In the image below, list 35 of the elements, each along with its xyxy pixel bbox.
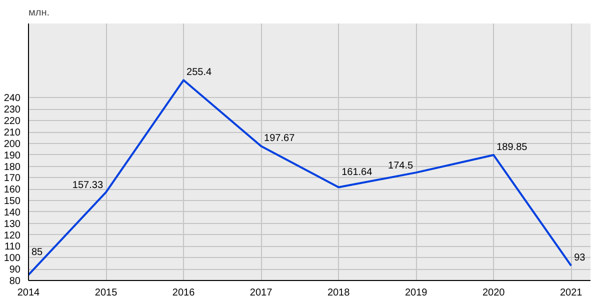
y-tick-label: 80 <box>9 276 21 287</box>
x-tick-label: 2019 <box>404 288 428 298</box>
y-tick-label: 240 <box>4 93 21 104</box>
y-tick-label: 220 <box>4 116 21 128</box>
x-tick-label: 2020 <box>482 288 506 298</box>
data-label: 157.33 <box>72 180 104 192</box>
y-tick-label: 90 <box>9 264 21 276</box>
line-series <box>28 79 572 276</box>
y-axis-title: млн. <box>28 8 50 18</box>
y-tick-label: 110 <box>4 242 21 253</box>
x-tick-label: 2016 <box>172 288 196 298</box>
y-tick-label: 210 <box>4 128 21 139</box>
y-tick-label: 170 <box>4 173 21 184</box>
data-label: 197.67 <box>264 133 296 144</box>
data-label: 174.5 <box>388 160 414 172</box>
y-tick-label: 130 <box>4 218 21 230</box>
data-label: 189.85 <box>496 142 528 154</box>
x-tick-label: 2014 <box>17 288 40 298</box>
x-tick-label: 2017 <box>250 288 273 298</box>
y-tick-label: 150 <box>4 196 21 208</box>
y-tick-label: 100 <box>4 253 21 264</box>
data-label: 85 <box>32 246 44 258</box>
data-label: 161.64 <box>342 167 373 178</box>
y-tick-label: 160 <box>4 184 21 196</box>
y-tick-label: 190 <box>4 150 21 162</box>
y-tick-label: 180 <box>4 162 21 173</box>
y-tick-label: 230 <box>4 104 21 116</box>
y-tick-label: 120 <box>4 230 21 242</box>
x-tick-label: 2018 <box>327 288 350 298</box>
data-label: 255.4 <box>186 67 212 78</box>
y-tick-label: 140 <box>4 207 21 218</box>
x-tick-label: 2021 <box>560 288 583 298</box>
x-tick-label: 2015 <box>94 288 118 298</box>
y-tick-label: 200 <box>4 138 21 150</box>
data-label: 93 <box>574 252 586 264</box>
